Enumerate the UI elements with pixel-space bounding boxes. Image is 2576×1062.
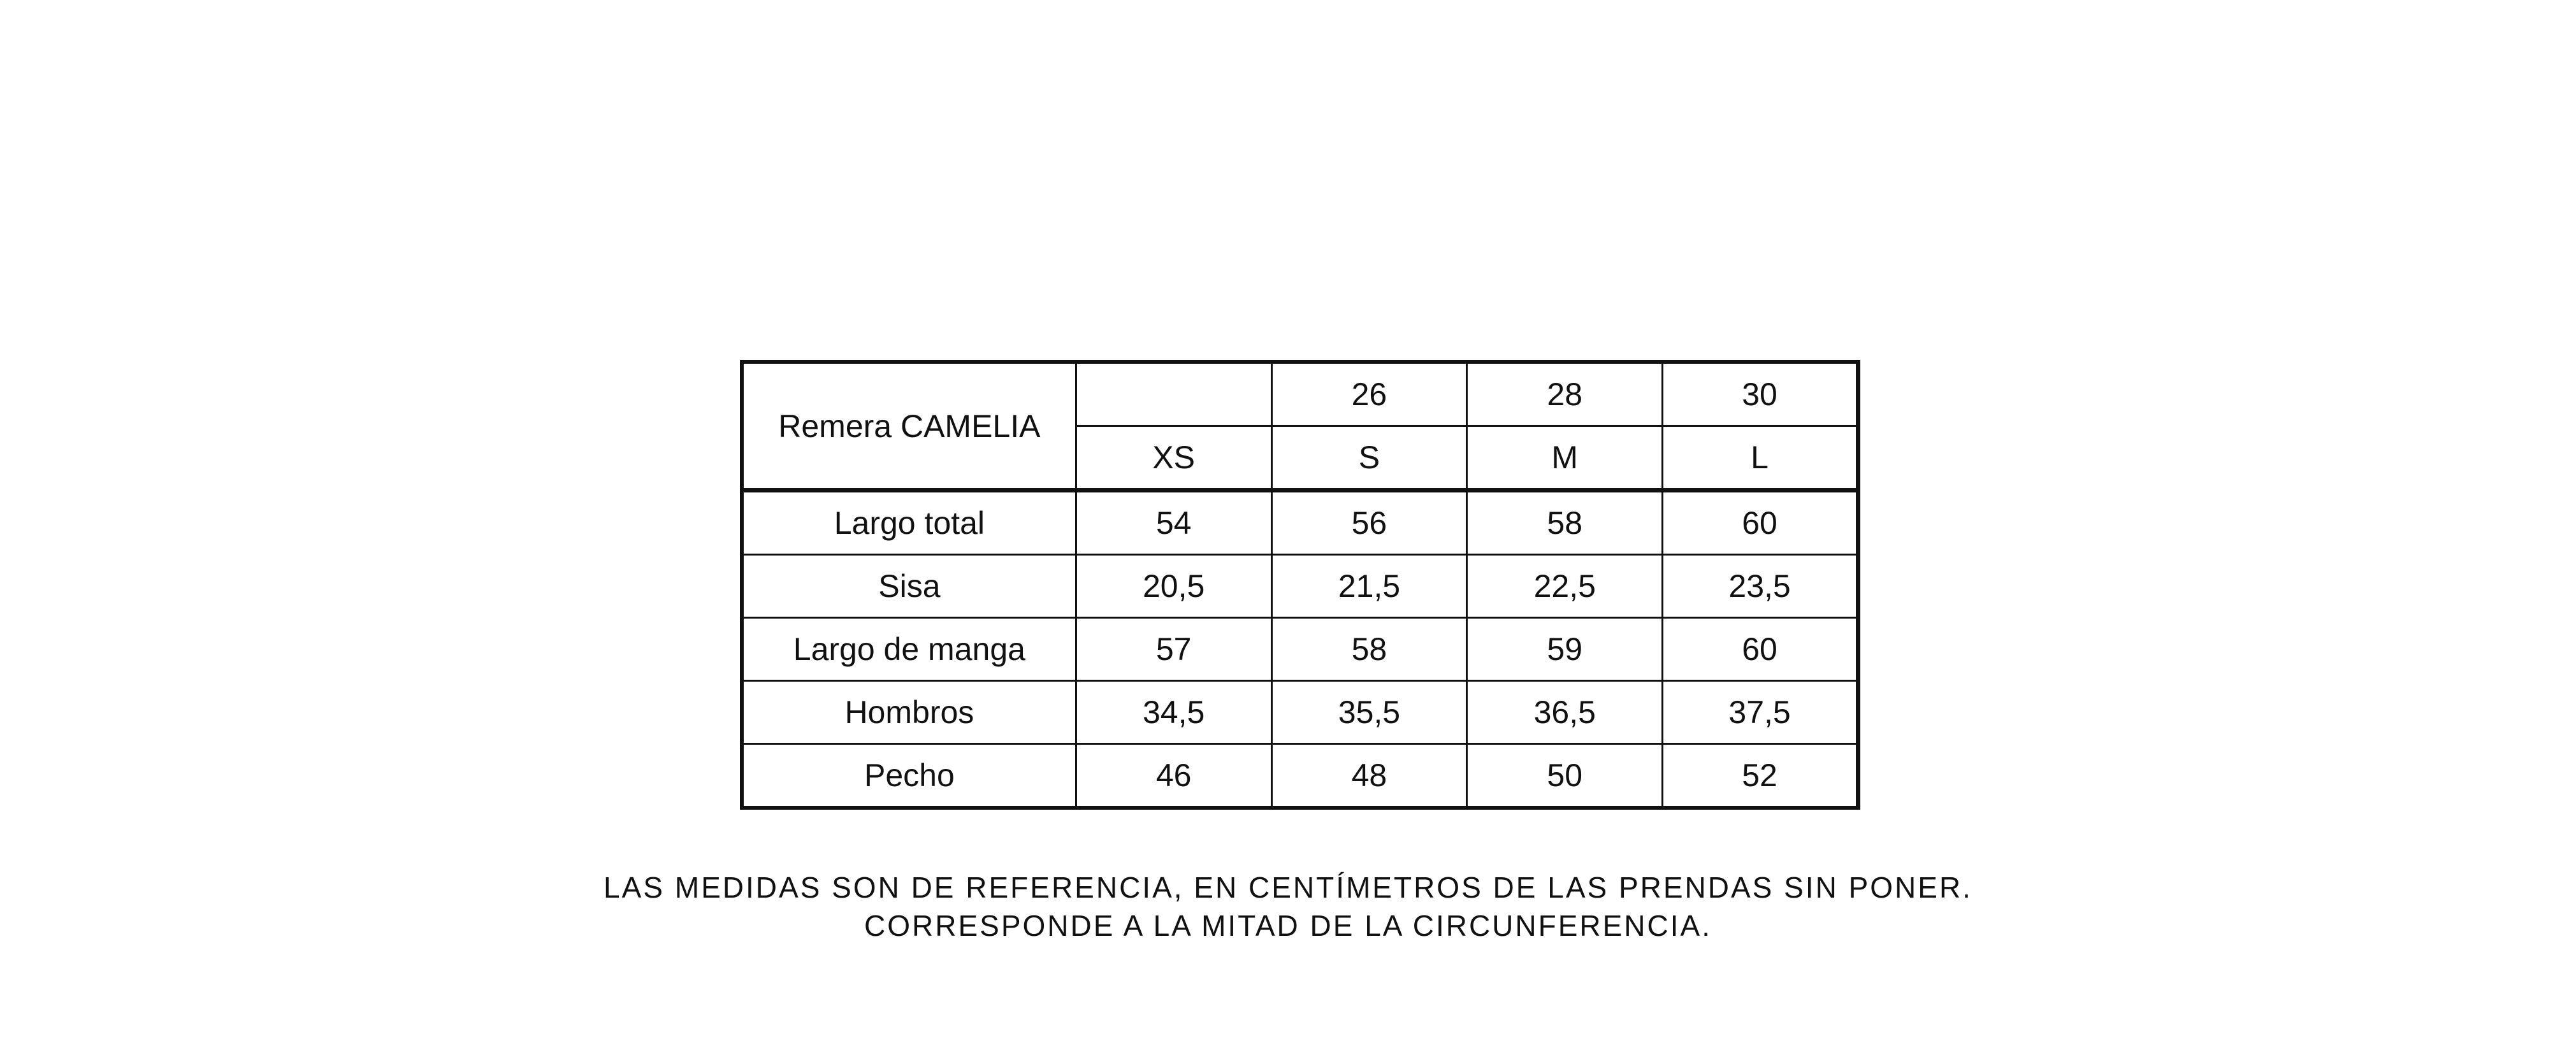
- header-cell: M: [1466, 425, 1664, 492]
- value-cell: 37,5: [1661, 680, 1859, 745]
- size-chart-table: Remera CAMELIA 26 28 30 XS S M L Largo t…: [740, 360, 1860, 810]
- row-label: Pecho: [741, 743, 1077, 809]
- value-cell: 56: [1270, 489, 1468, 556]
- note-line-2: CORRESPONDE A LA MITAD DE LA CIRCUNFEREN…: [864, 909, 1712, 942]
- value-cell: 54: [1075, 489, 1273, 556]
- value-cell: 48: [1270, 743, 1468, 809]
- header-cell: S: [1270, 425, 1468, 492]
- header-cell: 30: [1661, 361, 1859, 427]
- value-cell: 58: [1270, 617, 1468, 682]
- table-row: Sisa 20,5 21,5 22,5 23,5: [741, 554, 1859, 619]
- row-label: Sisa: [741, 554, 1077, 619]
- header-row-numeric: Remera CAMELIA 26 28 30: [741, 361, 1859, 492]
- value-cell: 58: [1466, 489, 1664, 556]
- row-label: Largo de manga: [741, 617, 1077, 682]
- value-cell: 23,5: [1661, 554, 1859, 619]
- value-cell: 50: [1466, 743, 1664, 809]
- table-row: Hombros 34,5 35,5 36,5 37,5: [741, 680, 1859, 745]
- table-row: Pecho 46 48 50 52: [741, 743, 1859, 809]
- table-title: Remera CAMELIA: [741, 361, 1077, 492]
- value-cell: 36,5: [1466, 680, 1664, 745]
- header-row-letter: XS S M L: [742, 425, 1859, 492]
- value-cell: 46: [1075, 743, 1273, 809]
- value-cell: 20,5: [1075, 554, 1273, 619]
- value-cell: 59: [1466, 617, 1664, 682]
- value-cell: 60: [1661, 617, 1859, 682]
- value-cell: 35,5: [1270, 680, 1468, 745]
- row-label: Hombros: [741, 680, 1077, 745]
- header-cell: XS: [1075, 425, 1273, 492]
- value-cell: 21,5: [1270, 554, 1468, 619]
- header-cell: 26: [1270, 361, 1468, 427]
- value-cell: 34,5: [1075, 680, 1273, 745]
- header-cell: L: [1661, 425, 1859, 492]
- value-cell: 57: [1075, 617, 1273, 682]
- note-line-1: LAS MEDIDAS SON DE REFERENCIA, EN CENTÍM…: [604, 871, 1972, 904]
- header-cell: [1075, 361, 1273, 427]
- value-cell: 60: [1661, 489, 1859, 556]
- row-label: Largo total: [741, 489, 1077, 556]
- header-cell: 28: [1466, 361, 1664, 427]
- table-row: Largo de manga 57 58 59 60: [741, 617, 1859, 682]
- value-cell: 52: [1661, 743, 1859, 809]
- value-cell: 22,5: [1466, 554, 1664, 619]
- table-row: Largo total 54 56 58 60: [741, 489, 1859, 556]
